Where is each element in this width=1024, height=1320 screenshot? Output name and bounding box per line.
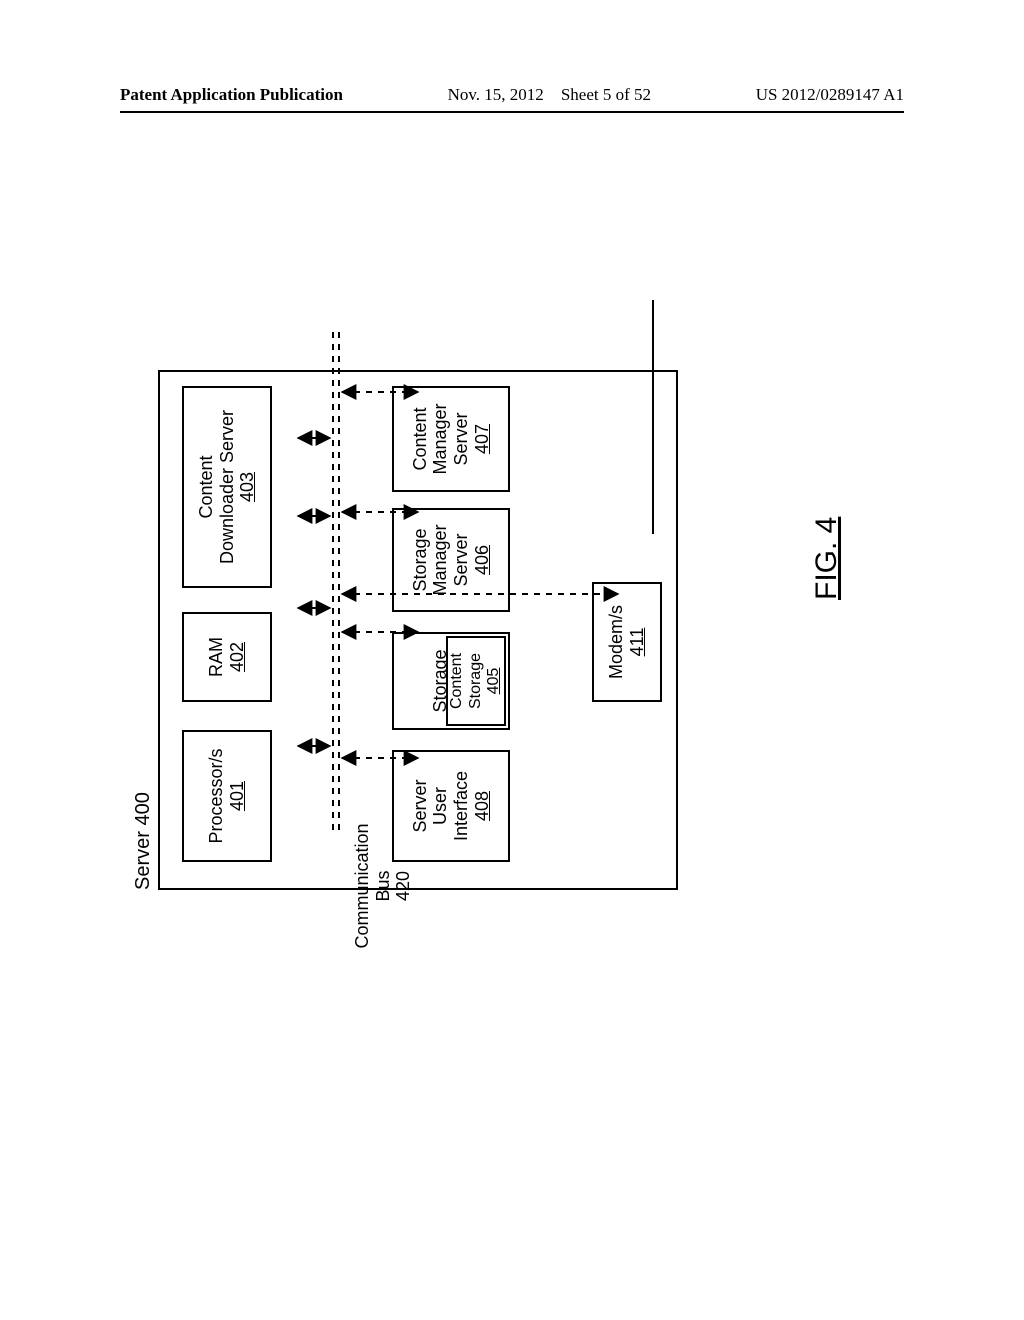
box-processor-line1: Processor/s [206,748,227,843]
page-header: Patent Application Publication Nov. 15, … [120,85,904,113]
box-sms-ref: 406 [472,545,493,575]
box-content-downloader: Content Downloader Server 403 [182,386,272,588]
box-cstor-line2: Storage [467,653,485,709]
diagram-wrap: Server 400 Processor/s 401 RAM 402 Conte… [130,300,770,940]
box-sms-line3: Server [451,534,472,587]
box-content-storage: Content Storage 405 [446,636,506,726]
box-content-mgr: Content Manager Server 407 [392,386,510,492]
box-sui-line2: User [430,787,451,825]
box-cstor-line1: Content [448,653,466,709]
page: Patent Application Publication Nov. 15, … [0,0,1024,1320]
box-modem-line1: Modem/s [606,605,627,679]
box-sms-line2: Manager [430,524,451,595]
box-modem-ref: 411 [627,628,648,657]
box-sui-ref: 408 [472,791,493,821]
header-mid: Nov. 15, 2012 Sheet 5 of 52 [343,85,756,109]
box-cms-ref: 407 [472,424,493,454]
box-cstor-ref: 405 [485,668,503,695]
box-cds-ref: 403 [237,472,258,502]
box-cms-line3: Server [451,413,472,466]
server-label: Server 400 [132,792,155,890]
header-left: Patent Application Publication [120,85,343,109]
box-ram: RAM 402 [182,612,272,702]
box-sui-line3: Interface [451,771,472,841]
figure-caption: FIG. 4 [810,517,844,600]
bus-label-ref: 420 [393,871,413,901]
server-outer-box: Processor/s 401 RAM 402 Content Download… [158,370,678,890]
box-cms-line2: Manager [430,403,451,474]
header-sheet: Sheet 5 of 52 [561,85,651,104]
box-processor: Processor/s 401 [182,730,272,862]
box-cds-line2: Downloader Server [217,410,238,564]
box-processor-ref: 401 [227,781,248,811]
bus-label-text: Communication Bus [352,823,393,948]
box-ram-line1: RAM [206,637,227,677]
bus-label: Communication Bus 420 [352,806,414,966]
box-storage-mgr: Storage Manager Server 406 [392,508,510,612]
box-sms-line1: Storage [410,528,431,591]
box-modem: Modem/s 411 [592,582,662,702]
box-cms-line1: Content [410,407,431,470]
box-ram-ref: 402 [227,642,248,672]
box-cds-line1: Content [196,455,217,518]
header-pubno: US 2012/0289147 A1 [756,85,904,109]
header-date: Nov. 15, 2012 [448,85,544,104]
diagram: Server 400 Processor/s 401 RAM 402 Conte… [130,300,770,940]
